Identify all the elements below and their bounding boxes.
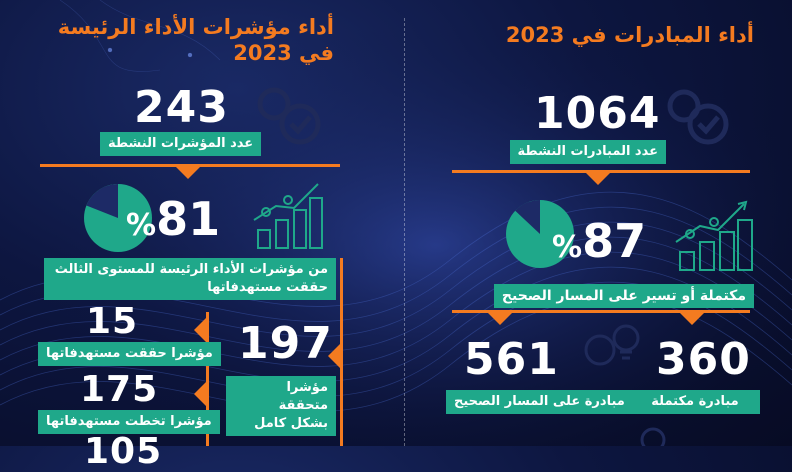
growth-people-icon xyxy=(675,200,753,271)
achieved-full-label-line1: مؤشرا متحققة xyxy=(278,380,328,413)
lightbulb-gear-icon xyxy=(584,324,640,366)
growth-people-icon xyxy=(253,183,323,249)
achieved-full-label-line2: بشكل كامل xyxy=(254,416,328,431)
kpi-percent-label-line1: من مؤشرات الأداء الرئيسة للمستوى الثالث xyxy=(54,262,328,277)
met-target-number: 15 xyxy=(86,301,139,342)
kpi-percent-sign: % xyxy=(126,208,157,243)
kpi-arrow-to-175 xyxy=(194,382,206,406)
kpi-connector-line xyxy=(40,164,340,167)
ontrack-label: مبادرة على المسار الصحيح xyxy=(446,390,633,414)
kpi-percent-label: من مؤشرات الأداء الرئيسة للمستوى الثالث … xyxy=(44,258,336,300)
partial-number: 105 xyxy=(84,431,163,472)
kpi-title-line1: أداء مؤشرات الأداء الرئيسة xyxy=(57,15,334,39)
kpi-vertical-line-right xyxy=(340,258,343,446)
initiatives-total-number: 1064 xyxy=(534,88,661,139)
kpi-total-number: 243 xyxy=(134,82,229,133)
initiatives-title: أداء المبادرات في 2023 xyxy=(505,23,754,47)
initiatives-percent-number: %87 xyxy=(552,214,647,268)
initiatives-percent-sign: % xyxy=(552,230,583,265)
ontrack-number: 561 xyxy=(464,334,559,385)
achieved-full-number: 197 xyxy=(238,318,333,369)
kpi-vertical-line-mid xyxy=(206,312,209,446)
initiatives-total-label: عدد المبادرات النشطة xyxy=(509,140,666,164)
initiatives-percent-label: مكتملة أو تسير على المسار الصحيح xyxy=(493,284,754,308)
gear-check-icon xyxy=(667,89,729,145)
initiatives-connector-arrow xyxy=(586,173,610,185)
achieved-full-label: مؤشرا متحققة بشكل كامل xyxy=(226,376,336,436)
kpi-percent-number: %81 xyxy=(126,192,221,246)
kpi-percent-label-line2: حققت مستهدفاتها xyxy=(207,280,328,295)
completed-label: مبادرة مكتملة xyxy=(630,390,760,414)
pie-chart-icon xyxy=(506,200,574,268)
kpi-arrow-to-197 xyxy=(328,344,340,368)
met-target-label: مؤشرا حققت مستهدفاتها xyxy=(38,342,221,366)
pie-chart-icon xyxy=(84,184,152,252)
gear-check-icon xyxy=(257,87,321,145)
initiatives-split-line xyxy=(452,310,750,313)
kpi-arrow-to-15 xyxy=(194,318,206,342)
kpi-title-line2: في 2023 xyxy=(233,41,334,65)
initiatives-split-arrow-right xyxy=(680,313,704,325)
completed-number: 360 xyxy=(656,334,751,385)
kpi-title: أداء مؤشرات الأداء الرئيسة في 2023 xyxy=(58,14,334,66)
exceeded-label: مؤشرا تخطت مستهدفاتها xyxy=(38,410,220,434)
exceeded-number: 175 xyxy=(80,369,159,410)
initiatives-connector-line xyxy=(452,170,750,173)
initiatives-split-arrow-left xyxy=(488,313,512,325)
kpi-total-label: عدد المؤشرات النشطة xyxy=(100,132,262,156)
kpi-connector-arrow xyxy=(176,167,200,179)
badge-icon xyxy=(640,427,666,446)
panel-divider xyxy=(404,18,405,446)
